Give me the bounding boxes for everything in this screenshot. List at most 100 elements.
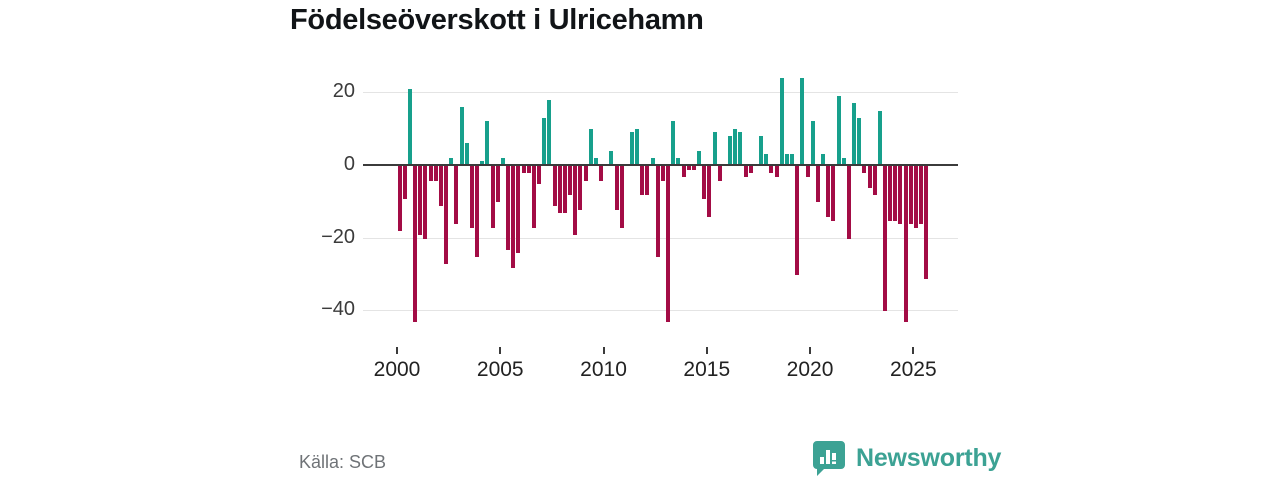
- bar-2000-q33: [568, 166, 572, 196]
- bar-2000-q25: [526, 166, 531, 174]
- bar-2000-q65: [733, 128, 738, 165]
- bar-2000-q89: [857, 117, 862, 165]
- bar-2000-q55: [681, 166, 686, 177]
- bar-2000-q70: [759, 135, 763, 165]
- y-axis-tick-label: 0: [343, 153, 355, 175]
- bar-2000-q88: [852, 103, 856, 165]
- x-axis-tick-mark: [396, 347, 398, 354]
- bar-2000-q82: [821, 154, 825, 165]
- bar-2000-q1: [402, 166, 407, 199]
- bar-2000-q94: [883, 166, 887, 312]
- x-axis-tick-label: 2020: [786, 358, 834, 381]
- bar-2000-q30: [552, 166, 557, 206]
- bar-2000-q35: [578, 166, 583, 210]
- bar-2000-q23: [516, 166, 521, 254]
- bar-2000-q17: [485, 121, 490, 165]
- bar-2000-q73: [774, 166, 779, 177]
- bar-2000-q87: [846, 166, 851, 239]
- bar-2000-q32: [562, 166, 567, 214]
- x-axis-tick-mark: [912, 347, 915, 354]
- bar-2000-q84: [831, 166, 836, 221]
- bar-2000-q78: [800, 77, 805, 165]
- bar-2000-q29: [547, 99, 552, 165]
- bar-2000-q57: [691, 166, 696, 170]
- bar-2000-q91: [867, 166, 872, 188]
- gridline-y-20: [363, 92, 958, 94]
- bar-2000-q101: [919, 166, 924, 225]
- bar-2000-q81: [815, 166, 820, 203]
- bar-2000-q98: [903, 166, 908, 323]
- bar-2000-q18: [490, 166, 495, 228]
- newsworthy-wordmark: Newsworthy: [856, 443, 1002, 472]
- bar-2000-q27: [537, 166, 541, 185]
- bar-2000-q66: [738, 132, 743, 165]
- bar-2000-q48: [645, 166, 650, 196]
- bar-2000-q46: [635, 128, 640, 165]
- bar-2000-q9: [444, 166, 449, 265]
- bar-2000-q41: [609, 150, 614, 165]
- bar-2000-q83: [826, 166, 831, 217]
- bar-2000-q8: [438, 166, 443, 206]
- bar-2000-q99: [908, 166, 913, 225]
- bar-2000-q54: [676, 157, 681, 165]
- y-axis-tick-label: −20: [321, 225, 355, 248]
- bar-2000-q64: [728, 135, 733, 165]
- source-label: Källa: SCB: [299, 452, 387, 472]
- x-axis-tick-label: 2010: [580, 358, 627, 381]
- bar-2000-q49: [650, 157, 655, 165]
- bar-2000-q24: [521, 166, 526, 174]
- bar-2000-q71: [764, 154, 769, 165]
- bar-2000-q79: [805, 166, 810, 177]
- bar-2000-q68: [748, 166, 753, 174]
- bar-2000-q20: [500, 157, 505, 165]
- bar-2000-q59: [702, 166, 707, 199]
- bar-2000-q85: [836, 95, 841, 165]
- bar-2000-q3: [413, 166, 418, 323]
- bar-2000-q5: [423, 166, 428, 239]
- bar-2000-q13: [464, 143, 469, 165]
- bar-2000-q60: [707, 166, 712, 217]
- x-axis-tick-mark: [809, 347, 812, 354]
- bar-2000-q28: [542, 117, 547, 165]
- bar-2000-q19: [495, 166, 500, 203]
- gridline-y--20: [363, 237, 958, 239]
- bar-2000-q100: [913, 166, 918, 228]
- x-axis-tick-label: 2025: [889, 358, 937, 381]
- bar-2000-q95: [888, 166, 893, 221]
- x-axis-tick-mark: [602, 347, 605, 354]
- bar-2000-q0: [397, 166, 402, 232]
- x-axis-tick-mark: [705, 347, 708, 354]
- bar-2000-q74: [779, 77, 784, 165]
- y-axis-tick-label: 20: [332, 80, 355, 103]
- bar-2000-q58: [697, 150, 702, 165]
- chart-title: Födelseöverskott i Ulricehamn: [290, 4, 704, 36]
- bar-2000-q22: [511, 166, 516, 268]
- bar-2000-q38: [593, 157, 598, 165]
- bar-2000-q11: [454, 166, 459, 225]
- bar-2000-q56: [686, 166, 691, 170]
- bar-2000-q6: [428, 166, 433, 181]
- bar-2000-q36: [583, 166, 588, 181]
- bar-2000-q53: [671, 121, 676, 165]
- zero-axis-line: [363, 164, 958, 166]
- bar-2000-q50: [655, 166, 660, 257]
- bar-2000-q14: [469, 166, 474, 228]
- bar-2000-q16: [480, 161, 485, 165]
- y-axis-tick-label: −40: [321, 298, 355, 321]
- bar-2000-q67: [743, 166, 748, 177]
- bar-2000-q12: [459, 106, 464, 165]
- bar-2000-q21: [506, 166, 510, 250]
- bar-2000-q77: [795, 166, 800, 275]
- bar-2000-q92: [872, 166, 877, 196]
- bar-2000-q15: [475, 166, 480, 257]
- bar-2000-q86: [841, 157, 846, 165]
- bar-2000-q61: [712, 132, 717, 165]
- bar-2000-q52: [666, 166, 671, 323]
- newsworthy-logo: Newsworthy: [812, 440, 1001, 476]
- bar-2000-q43: [619, 166, 624, 228]
- x-axis-tick-label: 2015: [683, 358, 731, 381]
- bar-2000-q34: [573, 166, 578, 236]
- bar-2000-q97: [898, 166, 903, 225]
- bar-2000-q4: [418, 166, 423, 236]
